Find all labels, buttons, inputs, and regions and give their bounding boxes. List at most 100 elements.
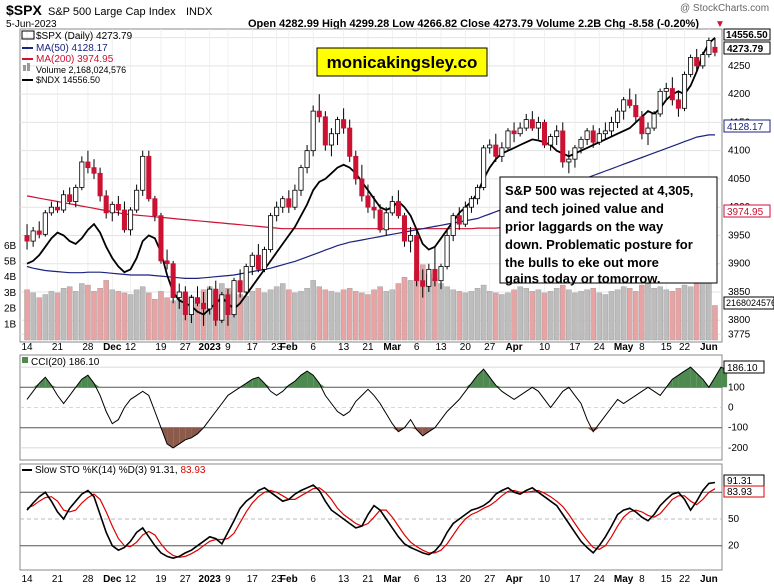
- volume-bar: [127, 294, 134, 341]
- date-tick-label: 21: [362, 342, 374, 353]
- candle-body: [36, 230, 42, 235]
- volume-bar: [456, 291, 463, 341]
- cci-overbought-fill: [51, 385, 58, 388]
- date-tick-label: Apr: [505, 342, 522, 353]
- cci-overbought-fill: [264, 383, 271, 388]
- candle-body: [268, 215, 274, 250]
- volume-bar: [687, 286, 694, 341]
- volume-bar: [651, 288, 657, 341]
- volume-bar: [407, 280, 414, 341]
- volume-bar: [389, 289, 396, 341]
- cci-overbought-fill: [87, 375, 95, 388]
- candle-body: [615, 110, 621, 123]
- volume-bars: [24, 264, 718, 341]
- candle-body: [456, 215, 462, 225]
- cci-overbought-fill: [678, 371, 685, 388]
- date-tick-label: Dec: [103, 342, 122, 353]
- volume-bar: [249, 291, 256, 341]
- volume-bar: [560, 284, 566, 341]
- cci-tick-label: -100: [728, 423, 748, 434]
- date-tick-label: 15: [661, 574, 673, 585]
- cci-oversold-fill: [410, 427, 417, 430]
- volume-bar: [304, 288, 310, 341]
- date-tick-label: 6: [310, 574, 316, 585]
- volume-bar: [377, 286, 383, 341]
- candle-body: [663, 88, 669, 92]
- candle-body: [24, 235, 30, 242]
- volume-bar: [535, 289, 542, 341]
- volume-bar: [133, 289, 140, 341]
- candle-body: [73, 187, 79, 202]
- cci-overbought-fill: [252, 377, 259, 388]
- candle-body: [207, 288, 213, 310]
- candle-body: [468, 198, 474, 208]
- date-tick-label: 12: [125, 574, 137, 585]
- cci-overbought-fill: [465, 383, 472, 388]
- ma50-tag-text: 4128.17: [727, 122, 764, 133]
- legend-ndx: $NDX 14556.50: [36, 75, 100, 85]
- candle-body: [645, 127, 651, 135]
- cci-overbought-fill: [246, 379, 253, 388]
- candle-body: [30, 230, 36, 242]
- candle-body: [669, 88, 675, 101]
- annotation-box: [499, 176, 718, 284]
- stoch-k-line: [26, 481, 716, 560]
- volume-bar: [298, 291, 304, 341]
- date-tick-label: 24: [594, 574, 606, 585]
- candle-body: [347, 127, 353, 157]
- date-tick-label: 9: [225, 574, 231, 585]
- watermark: @ StockCharts.com: [680, 3, 769, 14]
- volume-bar: [267, 289, 274, 341]
- date-tick-label: May: [614, 342, 634, 353]
- price-tick-label: 3850: [728, 287, 751, 298]
- volume-bar: [286, 289, 292, 341]
- date-tick-label: May: [614, 574, 634, 585]
- date-tick-label: 8: [639, 342, 645, 353]
- volume-tick-label: 6B: [4, 241, 17, 252]
- date-tick-label: 2023: [199, 342, 222, 353]
- volume-bar: [712, 305, 718, 341]
- candle-body: [389, 201, 395, 214]
- volume-tag-text: 2168024576: [726, 298, 774, 308]
- volume-bar: [669, 291, 676, 341]
- candle-body: [182, 291, 188, 315]
- price-tick-label: 3800: [728, 315, 751, 326]
- candle-body: [213, 288, 219, 321]
- date-tick-label: 27: [180, 574, 192, 585]
- cci-oversold-fill: [173, 427, 180, 448]
- candle-body: [529, 119, 535, 129]
- volume-bar: [401, 277, 408, 341]
- date-tick-label: 15: [661, 342, 673, 353]
- volume-bar: [462, 292, 469, 341]
- date-tick-label: 27: [484, 574, 496, 585]
- volume-bar: [578, 291, 584, 341]
- volume-bar: [553, 288, 560, 341]
- cci-overbought-fill: [477, 369, 484, 388]
- volume-bar: [158, 291, 164, 341]
- date-tick-label: 6: [310, 342, 316, 353]
- volume-bar: [566, 289, 572, 341]
- cci-indicator: [26, 366, 728, 449]
- date-tick-label: 14: [21, 574, 33, 585]
- annotation-line: gains today or tomorrow.: [505, 271, 661, 286]
- candle-body: [414, 235, 420, 282]
- annotation-line: prior laggards on the way: [505, 219, 664, 234]
- candle-body: [67, 194, 73, 202]
- candle-body: [383, 212, 389, 231]
- volume-bar: [438, 283, 444, 341]
- candle-body: [286, 198, 292, 208]
- volume-tag: [723, 296, 774, 310]
- volume-tick-label: 1B: [4, 319, 17, 330]
- volume-tick-label: 2B: [4, 304, 17, 315]
- date-tick-label: 9: [225, 342, 231, 353]
- candle-body: [608, 122, 614, 132]
- date-tick-label: 19: [155, 342, 167, 353]
- candle-body: [219, 294, 225, 321]
- stoch-d-tag-text: 83.93: [727, 487, 752, 498]
- price-tick-label: 3950: [728, 230, 751, 241]
- ndx-tag: [723, 28, 771, 41]
- volume-bar: [486, 291, 493, 341]
- volume-bar: [645, 283, 651, 341]
- cci-overbought-fill: [696, 373, 703, 388]
- candle-body: [140, 155, 146, 191]
